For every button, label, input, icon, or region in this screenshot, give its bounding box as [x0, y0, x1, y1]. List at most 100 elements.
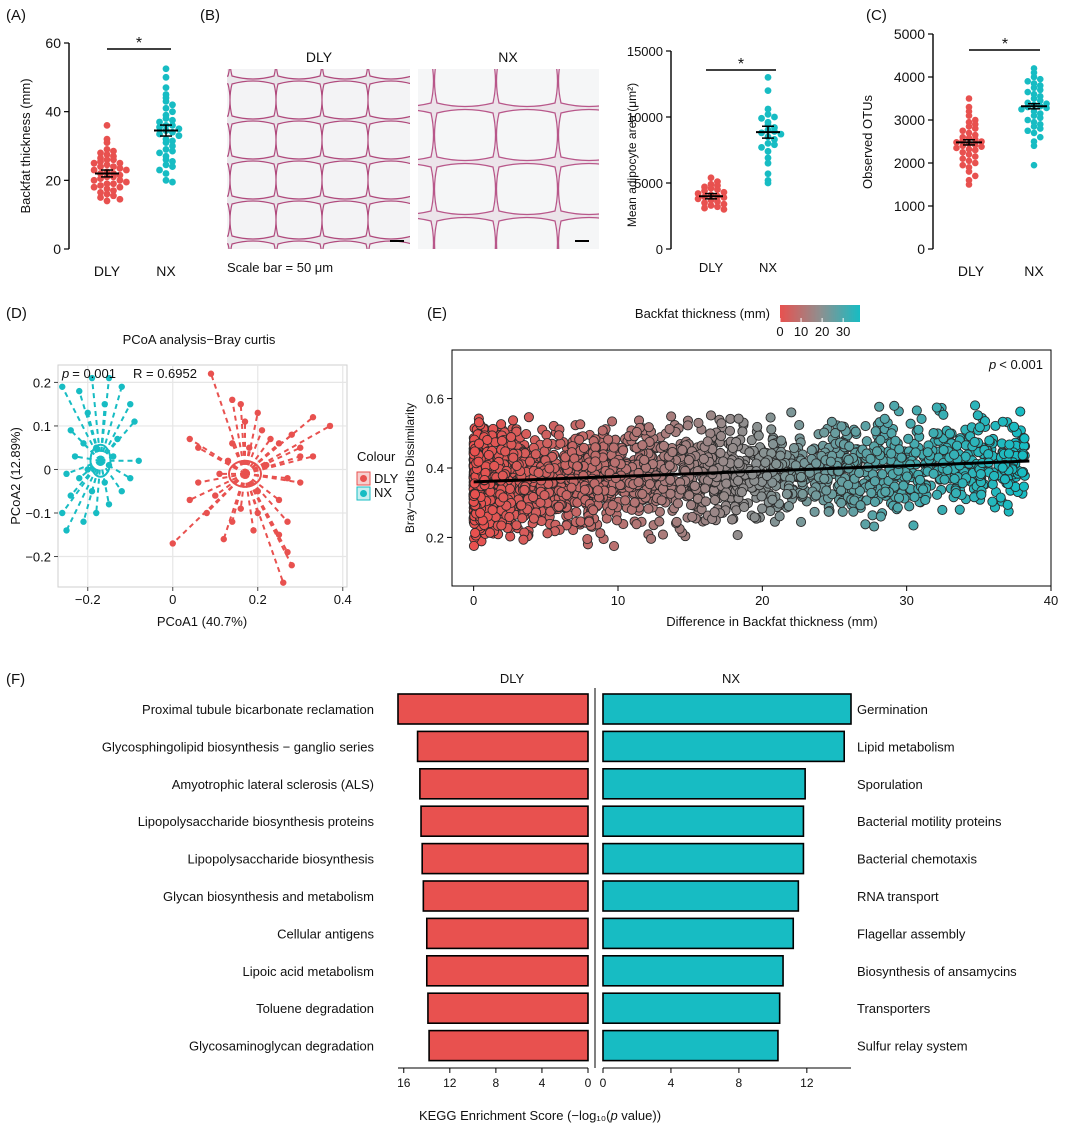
scale-bar-caption: Scale bar = 50 μm — [227, 260, 333, 275]
data-point — [700, 496, 711, 507]
data-point-dly — [116, 195, 124, 203]
data-point-nx — [764, 140, 772, 147]
data-point — [855, 500, 866, 511]
data-point-dly — [263, 461, 270, 469]
data-point-dly — [965, 157, 973, 165]
data-point — [542, 438, 553, 449]
panel-f-right-title: NX — [722, 671, 740, 686]
data-point — [553, 501, 564, 512]
data-point-dly — [959, 142, 967, 150]
data-point-dly — [110, 163, 117, 171]
y-tick-label: 0.2 — [426, 530, 444, 545]
data-point-nx — [110, 453, 117, 460]
data-point — [918, 484, 929, 495]
data-point — [705, 410, 717, 421]
data-point-nx — [1036, 75, 1044, 83]
data-point — [880, 486, 891, 497]
data-point — [664, 460, 675, 471]
data-point — [684, 490, 695, 501]
data-point-dly — [116, 164, 124, 172]
data-point — [1009, 421, 1020, 432]
y-tick-label: 20 — [45, 172, 61, 188]
panel-b-points — [694, 74, 785, 213]
data-point — [826, 416, 837, 427]
data-point — [677, 444, 688, 456]
data-point — [788, 443, 800, 454]
panel-f-bars: Proximal tubule bicarbonate reclamation G… — [102, 693, 1017, 1062]
panel-d-stat-p: p = 0.001 — [61, 366, 116, 381]
data-point — [825, 456, 836, 467]
data-point-dly — [284, 518, 291, 525]
data-point-dly — [186, 496, 193, 504]
bar-dly — [425, 954, 589, 987]
data-point — [890, 435, 901, 446]
panel-a-chart: 0 20 40 60 Backfat thickness (mm) DLY NX * — [18, 35, 183, 279]
data-point-nx — [169, 142, 176, 150]
data-point — [836, 497, 847, 509]
data-point-nx — [71, 453, 79, 460]
data-point — [578, 442, 590, 454]
y-tick-label: 2000 — [894, 155, 925, 171]
data-point-dly — [297, 479, 304, 486]
data-point-nx — [764, 110, 772, 118]
data-point-nx — [101, 400, 108, 408]
data-point-dly — [971, 153, 979, 160]
data-point-nx — [80, 518, 87, 525]
category-label-nx: Flagellar assembly — [857, 926, 966, 941]
data-point-nx — [1036, 97, 1044, 104]
data-point — [875, 511, 886, 522]
spoke-dly — [244, 473, 259, 514]
panel-label-d: (D) — [6, 305, 27, 322]
data-point-dly — [103, 151, 111, 158]
data-point-nx — [1030, 95, 1038, 102]
data-point — [693, 417, 704, 428]
data-point — [489, 460, 500, 472]
data-point — [469, 446, 480, 457]
data-point — [725, 413, 736, 424]
data-point-dly — [103, 156, 111, 164]
data-point-dly — [284, 474, 291, 482]
bar-dly — [427, 992, 589, 1025]
category-label-dly: Lipoic acid metabolism — [242, 964, 374, 979]
data-point — [608, 540, 620, 552]
data-point — [869, 476, 880, 487]
data-point — [736, 487, 747, 498]
bar-nx — [602, 954, 784, 987]
data-point — [644, 479, 655, 490]
data-point — [893, 492, 905, 503]
data-point — [687, 511, 698, 522]
data-point-nx — [67, 492, 74, 499]
data-point-nx — [127, 400, 134, 408]
data-point-nx — [105, 501, 113, 508]
data-point — [972, 410, 983, 421]
data-point — [867, 510, 878, 521]
x-tick-label: 8 — [736, 1076, 743, 1090]
data-point — [508, 415, 519, 426]
data-point-dly — [250, 527, 257, 534]
data-point — [468, 540, 480, 551]
data-point — [709, 494, 720, 506]
data-point — [928, 428, 939, 439]
data-point-dly — [965, 95, 973, 102]
data-point — [698, 453, 709, 464]
x-tick-label: 20 — [755, 593, 769, 608]
data-point — [739, 501, 750, 513]
data-point-nx — [93, 444, 100, 451]
data-point-dly — [707, 174, 715, 182]
data-point-nx — [135, 457, 142, 464]
data-point — [699, 483, 711, 494]
data-point-nx — [169, 147, 176, 155]
data-point — [753, 430, 764, 441]
data-point — [795, 516, 807, 528]
data-point — [523, 412, 534, 423]
data-point-dly — [97, 194, 104, 201]
category-label-dly: Glycan biosynthesis and metabolism — [163, 889, 374, 904]
data-point-dly — [103, 161, 111, 169]
bar-nx — [602, 1029, 779, 1062]
data-point — [709, 507, 720, 518]
data-point — [475, 507, 486, 518]
data-point-dly — [959, 148, 967, 156]
panel-c-axes: 0 1000 2000 3000 4000 5000 — [894, 26, 934, 257]
data-point — [911, 405, 922, 416]
